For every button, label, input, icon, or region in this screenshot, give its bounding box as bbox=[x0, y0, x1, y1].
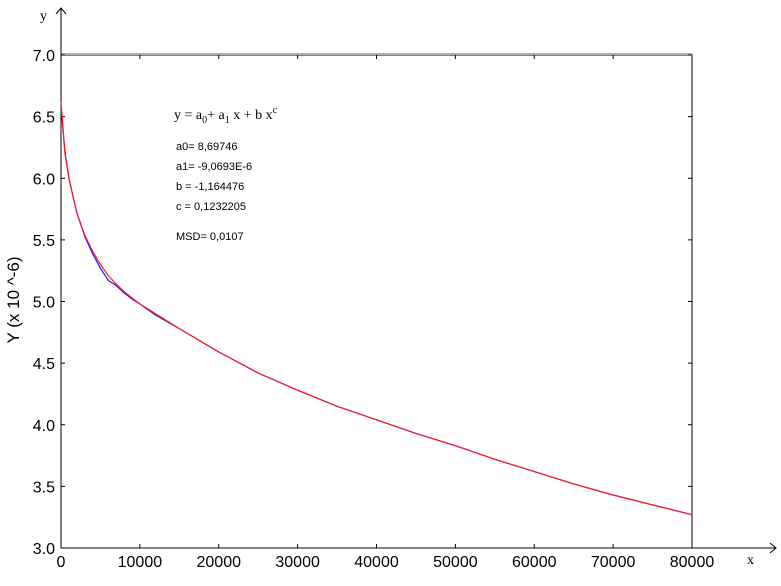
x-axis-arrowhead bbox=[769, 542, 777, 554]
y-tick-label: 6.0 bbox=[33, 171, 55, 188]
plot-frame bbox=[60, 54, 693, 549]
param-a1: a1= -9,0693E-6 bbox=[176, 161, 252, 173]
y-tick-label: 4.0 bbox=[33, 418, 55, 435]
formula-sub1: 1 bbox=[225, 115, 230, 126]
x-tick-label: 50000 bbox=[433, 554, 478, 571]
formula-mid: + a bbox=[207, 108, 225, 123]
msd-value: MSD= 0,0107 bbox=[176, 231, 244, 243]
fit-series-line bbox=[60, 101, 693, 516]
y-tick-label: 7.0 bbox=[33, 48, 55, 65]
y-axis-title: Y (x 10 ^-6) bbox=[4, 256, 23, 343]
y-tick-label: 5.0 bbox=[33, 295, 55, 312]
param-a0: a0= 8,69746 bbox=[176, 141, 237, 153]
param-b: b = -1,164476 bbox=[176, 181, 244, 193]
data-series-line bbox=[60, 106, 693, 516]
x-tick-label: 30000 bbox=[275, 554, 320, 571]
fit-formula: y = a0+ a1 x + b xc bbox=[174, 105, 278, 126]
y-axis-arrow-label: y bbox=[40, 9, 47, 24]
formula-sub0: 0 bbox=[202, 115, 207, 126]
y-tick-label: 3.5 bbox=[33, 479, 55, 496]
x-tick-label: 60000 bbox=[512, 554, 557, 571]
param-c: c = 0,1232205 bbox=[176, 201, 246, 213]
formula-tail: x + b x bbox=[230, 108, 273, 123]
x-tick-label: 20000 bbox=[197, 554, 242, 571]
y-tick-label: 5.5 bbox=[33, 233, 55, 250]
fit-annotation: y = a0+ a1 x + b xc a0= 8,69746 a1= -9,0… bbox=[174, 105, 278, 243]
x-tick-label: 0 bbox=[57, 554, 66, 571]
x-tick-label: 40000 bbox=[354, 554, 399, 571]
formula-sup: c bbox=[273, 105, 278, 116]
y-tick-label: 3.0 bbox=[33, 541, 55, 558]
series bbox=[60, 101, 693, 516]
x-tick-label: 70000 bbox=[591, 554, 636, 571]
y-tick-label: 6.5 bbox=[33, 110, 55, 127]
formula-lead: y = a bbox=[174, 108, 203, 123]
x-tick-label: 80000 bbox=[670, 554, 715, 571]
y-tick-label: 4.5 bbox=[33, 356, 55, 373]
y-axis-arrowhead bbox=[55, 7, 67, 15]
ticks: 0 10000 20000 30000 40000 50000 60000 70000 8000… bbox=[33, 48, 715, 571]
x-axis-arrow-label: x bbox=[747, 553, 754, 568]
x-tick-label: 10000 bbox=[118, 554, 163, 571]
